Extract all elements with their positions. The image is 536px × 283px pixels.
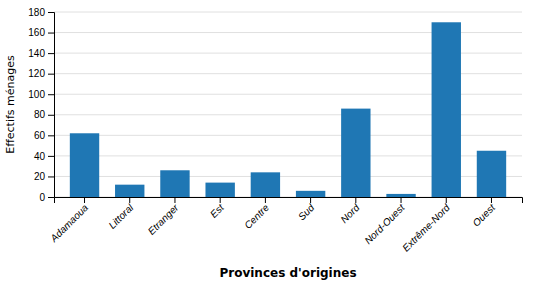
x-tick: Nord-Ouest <box>362 197 407 246</box>
bar <box>432 22 461 197</box>
x-tick-label: Littoral <box>106 201 136 231</box>
bar <box>386 194 415 197</box>
y-tick: 60 <box>34 130 54 141</box>
bar <box>251 172 280 197</box>
y-tick: 100 <box>28 89 54 100</box>
y-axis: 0 20 40 60 80 100 120 140 160 180 <box>28 7 54 203</box>
x-tick-mark <box>84 197 85 203</box>
y-tick-mark <box>48 33 54 34</box>
y-tick-mark <box>48 94 54 95</box>
x-tick: Littoral <box>106 197 136 231</box>
x-tick-mark <box>355 197 356 203</box>
grid <box>54 12 522 197</box>
y-tick: 0 <box>39 192 54 203</box>
plot: Adamaoua Littoral Etranger Est Centre Sud Nord… <box>28 7 522 254</box>
x-tick-label: Nord-Ouest <box>362 201 407 246</box>
y-tick-mark <box>48 74 54 75</box>
y-tick-label: 60 <box>34 130 46 141</box>
y-tick-label: 20 <box>34 171 46 182</box>
y-tick-label: 180 <box>28 7 45 18</box>
x-tick-mark <box>310 197 311 203</box>
y-tick: 80 <box>34 109 54 120</box>
y-tick-label: 80 <box>34 109 46 120</box>
y-tick-mark <box>48 176 54 177</box>
chart: Adamaoua Littoral Etranger Est Centre Sud Nord… <box>0 0 536 283</box>
y-tick-mark <box>48 115 54 116</box>
y-tick: 120 <box>28 68 54 79</box>
x-tick: Sud <box>296 197 317 222</box>
axis-line <box>48 13 55 198</box>
x-tick-label: Nord <box>338 202 361 225</box>
y-tick-label: 0 <box>39 192 45 203</box>
y-tick-label: 120 <box>28 68 45 79</box>
y-tick-label: 140 <box>28 48 45 59</box>
y-tick-mark <box>48 135 54 136</box>
x-tick-label: Ouest <box>470 201 498 229</box>
x-axis: Adamaoua Littoral Etranger Est Centre Sud Nord… <box>47 197 522 254</box>
x-tick-mark <box>491 197 492 203</box>
y-tick-mark <box>48 53 54 54</box>
x-tick: Nord <box>338 197 361 225</box>
x-tick-label: Sud <box>296 202 317 223</box>
bars <box>70 22 506 197</box>
y-tick-label: 40 <box>34 151 46 162</box>
x-tick-label: Etranger <box>146 201 181 236</box>
x-tick-label: Adamaoua <box>47 202 90 245</box>
x-tick-mark <box>129 197 130 203</box>
y-tick: 180 <box>28 7 54 18</box>
y-tick-mark <box>48 197 54 198</box>
x-tick: Etranger <box>146 197 181 237</box>
y-tick-mark <box>48 12 54 13</box>
x-tick-mark <box>265 197 266 203</box>
y-tick: 40 <box>34 151 54 162</box>
y-tick-mark <box>48 156 54 157</box>
x-tick: Adamaoua <box>47 197 90 245</box>
y-tick: 20 <box>34 171 54 182</box>
x-tick-label: Centre <box>242 202 271 231</box>
x-tick: Extrême-Nord <box>400 197 452 254</box>
y-tick: 140 <box>28 48 54 59</box>
x-tick-mark <box>174 197 175 203</box>
x-tick-label: Extrême-Nord <box>400 202 452 254</box>
x-tick-label: Est <box>208 201 227 220</box>
y-tick-label: 160 <box>28 27 45 38</box>
y-tick-label: 100 <box>28 89 45 100</box>
bar <box>296 191 325 197</box>
x-axis-title: Provinces d'origines <box>219 266 356 280</box>
y-axis-title: Effectifs ménages <box>4 55 17 154</box>
x-tick: Est <box>208 197 227 220</box>
grid-line <box>54 12 522 13</box>
x-tick-mark <box>401 197 402 203</box>
axis-line <box>55 198 523 204</box>
bar <box>160 170 189 197</box>
y-tick: 160 <box>28 27 54 38</box>
x-tick: Centre <box>242 197 271 231</box>
bar <box>341 109 370 197</box>
x-tick-mark <box>446 197 447 203</box>
bar <box>205 183 234 197</box>
bar <box>115 185 144 197</box>
x-tick: Ouest <box>470 197 498 229</box>
bar <box>477 151 506 197</box>
bar <box>70 133 99 197</box>
x-tick-mark <box>220 197 221 203</box>
